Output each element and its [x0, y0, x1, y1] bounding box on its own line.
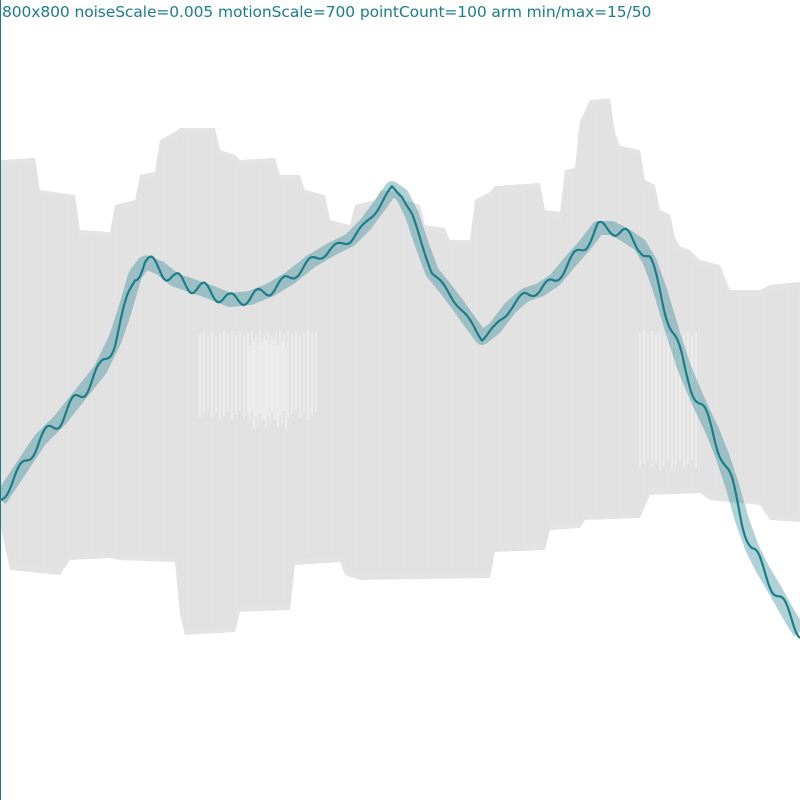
gray-band-light-gap	[249, 340, 287, 430]
teal-wave-shadow	[0, 181, 800, 637]
dark-teal-wave-line	[0, 181, 800, 639]
canvas-left-border	[0, 0, 1, 800]
teal-wave-line	[0, 185, 800, 639]
gray-band-light-gap	[199, 330, 317, 420]
parameters-caption: 800x800 noiseScale=0.005 motionScale=700…	[2, 3, 652, 21]
